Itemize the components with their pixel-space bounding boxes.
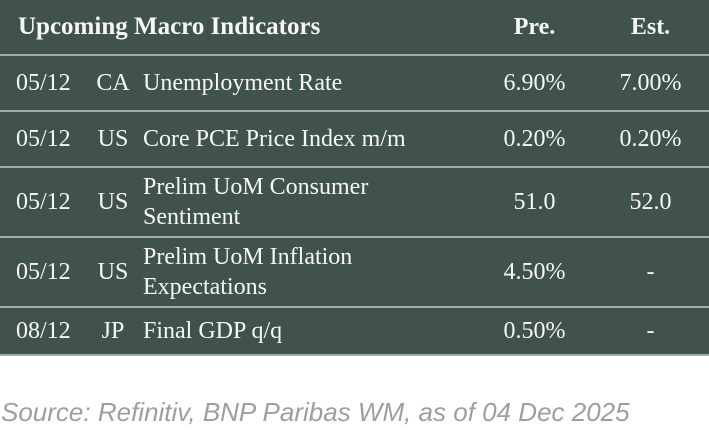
column-header-est: Est. [630,13,671,40]
country-cell: US [97,188,129,215]
table-row: 08/12 JP Final GDP q/q 0.50% - [0,307,709,355]
country-cell: US [97,258,129,285]
pre-value-cell: 6.90% [503,69,566,96]
est-value-cell: - [646,258,655,285]
pre-value-cell: 0.50% [503,317,566,344]
pre-value-cell: 4.50% [503,258,566,285]
macro-indicators-table: Upcoming Macro Indicators Pre. Est. 05/1… [0,0,709,356]
date-cell: 05/12 [16,69,71,96]
indicator-cell: Final GDP q/q [143,318,283,344]
table-row: 05/12 US Prelim UoM Consumer Sentiment 5… [0,167,709,237]
date-cell: 05/12 [16,188,71,215]
country-cell: US [97,125,129,152]
country-cell: JP [101,317,125,344]
table-row: 05/12 CA Unemployment Rate 6.90% 7.00% [0,55,709,111]
column-header-pre: Pre. [513,13,556,40]
pre-value-cell: 0.20% [503,125,566,152]
est-value-cell: - [646,317,655,344]
date-cell: 05/12 [16,125,71,152]
date-cell: 08/12 [16,317,71,344]
indicator-cell: Core PCE Price Index m/m [143,126,406,152]
indicator-cell: Unemployment Rate [143,70,343,96]
date-cell: 05/12 [16,258,71,285]
indicator-cell: Prelim UoM Consumer Sentiment [143,174,369,230]
table-title: Upcoming Macro Indicators [18,13,321,40]
est-value-cell: 0.20% [619,125,682,152]
est-value-cell: 52.0 [629,188,672,215]
table-row: 05/12 US Core PCE Price Index m/m 0.20% … [0,111,709,167]
est-value-cell: 7.00% [619,69,682,96]
country-cell: CA [96,69,130,96]
table-row: 05/12 US Prelim UoM Inflation Expectatio… [0,237,709,307]
table-header-row: Upcoming Macro Indicators Pre. Est. [0,0,709,55]
pre-value-cell: 51.0 [513,188,556,215]
indicator-cell: Prelim UoM Inflation Expectations [143,244,353,300]
source-note: Source: Refinitiv, BNP Paribas WM, as of… [1,397,630,427]
